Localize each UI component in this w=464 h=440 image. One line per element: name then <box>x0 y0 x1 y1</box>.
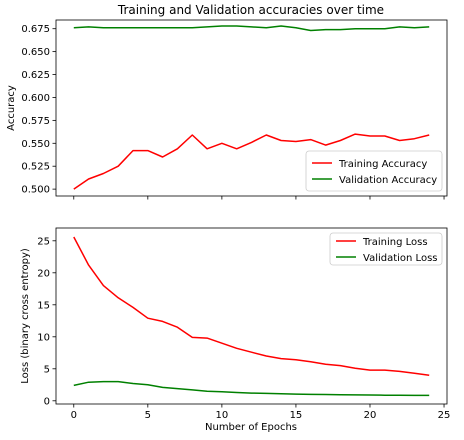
loss-x-axis-label: Number of Epochs <box>205 422 297 433</box>
loss-x-tick-label: 20 <box>364 410 377 421</box>
accuracy-legend-box <box>305 150 443 192</box>
loss-x-tick-label: 15 <box>290 410 303 421</box>
series-line-training-loss <box>73 236 430 376</box>
accuracy-chart: Training and Validation accuracies over … <box>6 3 448 200</box>
series-line-validation-accuracy <box>73 25 430 32</box>
accuracy-y-tick-label: 0.575 <box>21 116 50 127</box>
accuracy-y-tick-label: 0.500 <box>21 185 50 196</box>
loss-y-tick-label: 0 <box>44 396 50 407</box>
accuracy-chart-title: Training and Validation accuracies over … <box>117 3 384 17</box>
loss-legend: Training Loss Validation Loss <box>329 232 443 266</box>
loss-x-tick-label: 5 <box>145 410 151 421</box>
accuracy-y-tick-label: 0.625 <box>21 70 50 81</box>
loss-x-tick-label: 0 <box>71 410 77 421</box>
loss-chart: Loss (binary cross entropy) Number of Ep… <box>20 227 450 433</box>
loss-y-tick-label: 5 <box>44 364 50 375</box>
accuracy-y-tick-label: 0.525 <box>21 162 50 173</box>
loss-legend-box <box>329 232 443 266</box>
loss-x-tick-label: 10 <box>216 410 229 421</box>
accuracy-y-tick-label: 0.650 <box>21 47 50 58</box>
accuracy-legend: Training Accuracy Validation Accuracy <box>305 150 443 192</box>
loss-plot-area: 0 5 10 15 20 25 0 5 10 15 20 25 <box>37 236 450 421</box>
accuracy-plot-area: 0.500 0.525 0.550 0.575 0.600 0.625 0.650 0.675 <box>21 24 445 200</box>
accuracy-plot-frame <box>55 19 448 197</box>
loss-y-tick-label: 10 <box>37 332 50 343</box>
loss-y-tick-label: 20 <box>37 268 50 279</box>
series-line-training-accuracy <box>73 133 430 190</box>
loss-y-tick-label: 15 <box>37 300 50 311</box>
loss-plot-frame <box>55 227 448 405</box>
loss-y-axis-label: Loss (binary cross entropy) <box>20 248 31 384</box>
accuracy-y-tick-label: 0.550 <box>21 139 50 150</box>
legend-label-training-accuracy: Training Accuracy <box>338 159 427 170</box>
loss-y-tick-label: 25 <box>37 236 50 247</box>
series-line-validation-loss <box>73 380 430 397</box>
legend-label-training-loss: Training Loss <box>362 237 428 248</box>
accuracy-y-axis-label: Accuracy <box>6 85 17 131</box>
loss-x-tick-label: 25 <box>438 410 451 421</box>
accuracy-y-tick-label: 0.675 <box>21 24 50 35</box>
legend-label-validation-loss: Validation Loss <box>363 253 438 264</box>
legend-label-validation-accuracy: Validation Accuracy <box>339 175 437 186</box>
accuracy-y-tick-label: 0.600 <box>21 93 50 104</box>
